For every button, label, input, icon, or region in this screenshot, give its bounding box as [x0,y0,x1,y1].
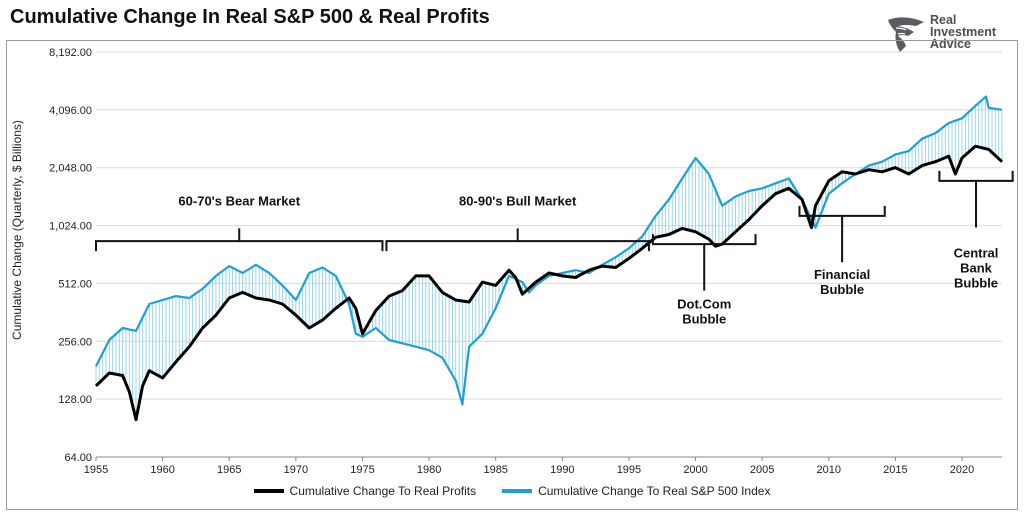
legend-item-sp500[interactable]: Cumulative Change To Real S&P 500 Index [502,484,770,498]
annotation-label-line: Bubble [682,311,726,326]
x-tick-label: 1980 [417,464,441,476]
grid-layer [96,51,1002,458]
fill-between-layer [95,97,1003,420]
legend-swatch-sp500 [502,489,533,493]
eagle-logo-icon [888,17,924,52]
sp500-series-line [95,95,1003,406]
x-tick-label: 2020 [950,464,974,476]
legend-label-profits: Cumulative Change To Real Profits [289,484,477,498]
x-tick-label: 1955 [84,464,108,476]
legend-swatch-profits [253,489,284,493]
annotation-label-line: Bubble [954,275,998,290]
annotation-label-line: 80-90's Bull Market [459,194,577,209]
annotation-label-line: Central [954,245,999,260]
y-tick-label: 2,048.00 [49,163,92,175]
chart-title: Cumulative Change In Real S&P 500 & Real… [10,6,490,28]
annotation-label-line: Dot.Com [677,296,731,311]
annotation-label: 80-90's Bull Market [459,194,577,209]
annotation-brace [385,228,650,252]
axis-layer: 64.00 128.00 256.00 512.00 1,024.00 2,048.00 4… [49,47,1002,476]
profits-series-line [94,144,1004,422]
chart-frame [6,40,1018,510]
y-tick-label: 8,192.00 [49,47,92,59]
logo-line-1: Real [930,13,957,27]
annotation-label: Central Bank Bubble [954,245,999,290]
annotation-brace [798,205,886,263]
annotation-brace [651,234,757,291]
annotation-brace [938,170,1014,228]
series-layer [94,95,1004,422]
x-tick-label: 1975 [350,464,374,476]
legend-label-sp500: Cumulative Change To Real S&P 500 Index [538,484,771,498]
logo-line-2: Investment [930,25,996,39]
y-tick-label: 1,024.00 [49,221,92,233]
x-tick-label: 1995 [617,464,641,476]
y-tick-label: 256.00 [58,336,92,348]
y-tick-label: 4,096.00 [49,105,92,117]
x-tick-label: 2000 [683,464,707,476]
x-tick-label: 1985 [483,464,507,476]
x-tick-label: 2010 [817,464,841,476]
x-tick-label: 1960 [150,464,174,476]
legend-item-profits[interactable]: Cumulative Change To Real Profits [253,484,477,498]
annotation-label-line: Bank [960,260,993,275]
y-tick-label: 512.00 [58,278,92,290]
x-tick-label: 2005 [750,464,774,476]
annotation-label: Dot.Com Bubble [677,296,731,326]
annotation-label-line: 60-70's Bear Market [178,194,300,209]
annotation-label-line: Financial [814,267,870,282]
annotation-label-line: Bubble [820,282,864,297]
x-tick-label: 1965 [217,464,241,476]
y-tick-label: 64.00 [64,452,92,464]
y-axis-label: Cumulative Change (Quarterly, $ Billions… [10,120,24,340]
annotation-label: Financial Bubble [814,267,870,297]
annotation-label: 60-70's Bear Market [178,194,300,209]
annotation-layer: 60-70's Bear Market 80-90's Bull Market Do… [95,170,1014,326]
legend: Cumulative Change To Real Profits Cumula… [0,484,1024,498]
x-tick-label: 1990 [550,464,574,476]
y-tick-label: 128.00 [58,394,92,406]
x-tick-label: 1970 [284,464,308,476]
x-tick-label: 2015 [883,464,907,476]
annotation-brace [95,228,384,252]
